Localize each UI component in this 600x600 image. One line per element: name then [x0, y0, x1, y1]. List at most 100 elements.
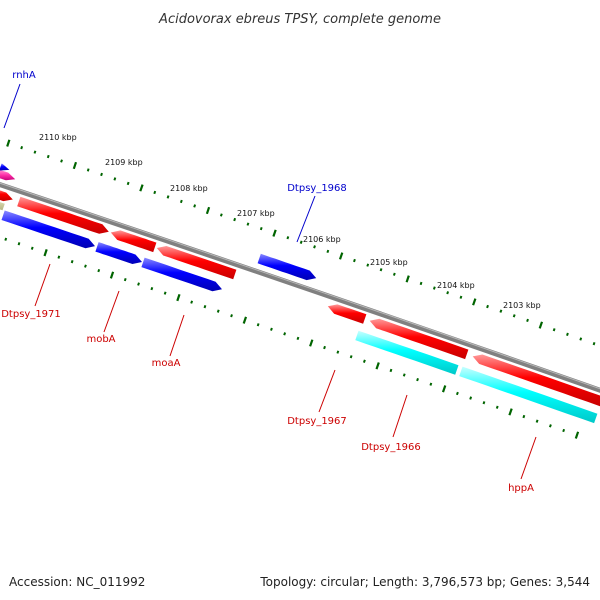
inner-ruler-tick — [323, 345, 326, 350]
outer-ruler-tick — [179, 199, 183, 204]
outer-ruler-tick — [338, 252, 344, 260]
outer-ruler-tick — [272, 229, 277, 237]
outer-ruler-tick — [353, 258, 356, 263]
tick-label-2110-kbp: 2110 kbp — [39, 133, 77, 142]
outer-ruler-tick — [46, 154, 50, 159]
outer-ruler-tick — [579, 337, 583, 341]
left-edge-red-feature[interactable] — [0, 188, 13, 202]
dtpsy-1968-leader — [296, 195, 316, 243]
inner-ruler-tick — [70, 259, 74, 264]
tick-label-2109-kbp: 2109 kbp — [105, 158, 143, 167]
inner-ruler-tick — [548, 424, 552, 428]
rnha-feature[interactable] — [0, 169, 16, 181]
gene-label-dtpsy-1966[interactable]: Dtpsy_1966 — [361, 442, 421, 453]
inner-ruler-tick — [389, 368, 393, 373]
gene-label-moba[interactable]: mobA — [86, 334, 115, 345]
moaa-feature[interactable] — [141, 257, 222, 292]
dtpsy-1967-leader — [318, 369, 336, 413]
moba-leader — [103, 290, 120, 333]
outer-ruler-tick — [366, 263, 370, 267]
inner-ruler-tick — [469, 396, 473, 400]
inner-ruler-tick — [375, 362, 380, 370]
inner-ruler-tick — [522, 414, 526, 419]
outer-ruler-tick — [526, 318, 529, 323]
mobA-adjacent-feature[interactable] — [110, 230, 157, 253]
inner-ruler-tick — [349, 355, 353, 359]
dtpsy-1971-blue-feature[interactable] — [1, 210, 96, 249]
outer-ruler-tick — [100, 172, 103, 177]
inner-ruler-tick — [176, 293, 181, 302]
label-leaders — [3, 83, 537, 480]
outer-ruler-tick — [166, 195, 170, 199]
inner-ruler-tick — [190, 300, 194, 304]
hppa-feature[interactable] — [459, 366, 598, 424]
outer-ruler-tick — [219, 213, 223, 217]
inner-ruler-tick — [362, 359, 366, 363]
tick-label-2108-kbp: 2108 kbp — [170, 184, 208, 193]
dtpsy-1967-red-feature[interactable] — [369, 318, 469, 360]
gene-label-hppa[interactable]: hppA — [508, 483, 534, 494]
dtpsy-1966-leader — [392, 394, 408, 438]
gene-label-dtpsy-1967[interactable]: Dtpsy_1967 — [287, 416, 347, 427]
left-edge-olive-feature[interactable] — [0, 199, 5, 211]
gene-label-rnha[interactable]: rnhA — [12, 70, 36, 81]
inner-ruler-tick — [455, 391, 459, 396]
outer-ruler-tick — [459, 295, 463, 299]
dtpsy-1971-feature[interactable] — [17, 196, 109, 234]
outer-ruler-tick — [419, 281, 423, 286]
outer-ruler-tick — [72, 161, 78, 170]
outer-ruler-tick — [392, 272, 396, 276]
hppa-red-feature[interactable] — [472, 354, 600, 407]
inner-ruler-tick — [482, 401, 486, 405]
inner-ruler-tick — [283, 332, 287, 336]
upstream-blue-feature[interactable] — [0, 163, 10, 171]
inner-ruler-tick — [17, 242, 21, 246]
map-title: Acidovorax ebreus TPSY, complete genome — [158, 12, 441, 27]
inner-ruler-tick — [336, 350, 340, 354]
inner-ruler-tick — [416, 377, 419, 382]
outer-ruler-tick — [486, 304, 489, 309]
tick-label-2105-kbp: 2105 kbp — [370, 258, 408, 267]
outer-ruler-tick — [153, 190, 157, 195]
outer-ruler-tick — [313, 245, 316, 249]
outer-ruler-tick — [193, 204, 197, 208]
inner-ruler-tick — [296, 336, 300, 341]
inner-ruler-tick — [535, 419, 539, 423]
moba-feature[interactable] — [95, 242, 142, 264]
gene-label-moaa[interactable]: moaA — [152, 358, 181, 369]
moaa-leader — [169, 314, 185, 357]
inner-ruler-tick — [402, 373, 406, 377]
outer-ruler-tick — [60, 159, 63, 163]
dtpsy-1966-feature[interactable] — [355, 330, 459, 375]
inner-ruler-tick — [57, 255, 61, 259]
inner-ruler-tick — [230, 314, 233, 318]
tick-label-2106-kbp: 2106 kbp — [303, 235, 341, 244]
inner-ruler-tick — [216, 309, 220, 313]
outer-ruler-tick — [592, 341, 596, 346]
outer-ruler-tick — [538, 321, 544, 329]
gene-label-dtpsy-1968[interactable]: Dtpsy_1968 — [287, 183, 347, 194]
outer-ruler-tick — [566, 332, 569, 337]
rnha-leader — [3, 83, 21, 129]
outer-ruler-tick — [379, 268, 383, 272]
inner-ruler-tick — [150, 286, 154, 291]
outer-ruler-tick — [259, 226, 263, 231]
inner-ruler-tick — [256, 323, 260, 327]
moaa-red-feature[interactable] — [156, 246, 237, 280]
outer-ruler-tick — [126, 181, 130, 186]
dtpsy-1967-feature[interactable] — [327, 304, 367, 324]
inner-ruler-tick — [441, 385, 447, 393]
outer-ruler-tick — [472, 298, 477, 306]
outer-ruler-tick — [299, 240, 303, 244]
inner-ruler-tick — [495, 405, 499, 409]
inner-ruler-tick — [30, 246, 34, 250]
inner-ruler-tick — [270, 327, 273, 331]
inner-ruler-tick — [508, 408, 513, 416]
outer-ruler-tick — [326, 249, 330, 254]
outer-ruler-tick — [20, 145, 24, 150]
inner-ruler-tick — [97, 268, 101, 273]
gene-label-dtpsy-1971[interactable]: Dtpsy_1971 — [1, 309, 61, 320]
outer-ruler-tick — [405, 275, 410, 283]
outer-ruler-tick — [286, 236, 290, 240]
dtpsy-1968-feature[interactable] — [257, 253, 317, 281]
